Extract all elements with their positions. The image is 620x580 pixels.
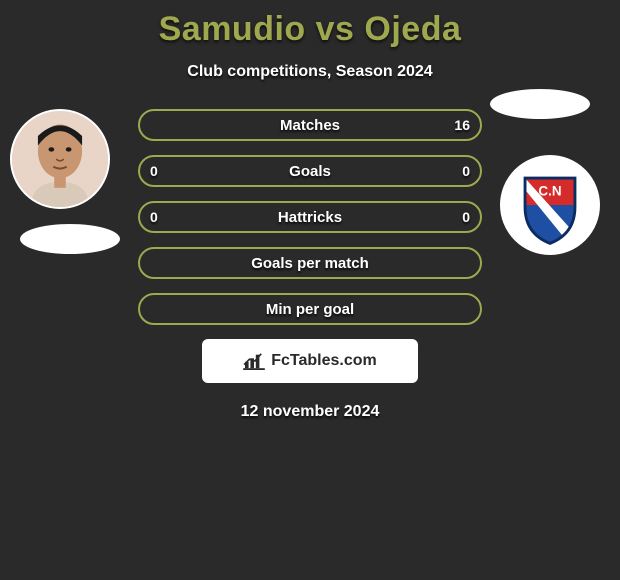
stat-value-right: 0 xyxy=(462,163,470,179)
subtitle: Club competitions, Season 2024 xyxy=(0,63,620,81)
player-face-icon xyxy=(12,111,108,207)
stat-value-left: 0 xyxy=(150,209,158,225)
page-title: Samudio vs Ojeda xyxy=(0,0,620,49)
stat-row-min-per-goal: Min per goal xyxy=(138,293,482,325)
stats-list: Matches 16 0 Goals 0 0 Hattricks 0 Goals… xyxy=(138,109,482,325)
stat-row-hattricks: 0 Hattricks 0 xyxy=(138,201,482,233)
watermark: FcTables.com xyxy=(202,339,418,383)
stat-row-matches: Matches 16 xyxy=(138,109,482,141)
club-shield-icon: C.N xyxy=(502,157,598,253)
stat-value-right: 16 xyxy=(454,117,470,133)
stat-label: Goals per match xyxy=(251,255,369,272)
flag-left xyxy=(20,224,120,254)
watermark-text: FcTables.com xyxy=(271,352,377,370)
avatar-left xyxy=(10,109,110,209)
stat-value-left: 0 xyxy=(150,163,158,179)
stat-label: Matches xyxy=(280,117,340,134)
flag-right xyxy=(490,89,590,119)
stat-value-right: 0 xyxy=(462,209,470,225)
stat-label: Min per goal xyxy=(266,301,354,318)
stat-label: Hattricks xyxy=(278,209,342,226)
date-text: 12 november 2024 xyxy=(0,403,620,421)
stat-row-goals: 0 Goals 0 xyxy=(138,155,482,187)
stat-label: Goals xyxy=(289,163,331,180)
shield-text: C.N xyxy=(538,183,561,198)
bar-chart-icon xyxy=(243,352,265,370)
stat-row-goals-per-match: Goals per match xyxy=(138,247,482,279)
comparison-panel: C.N Matches 16 0 Goals 0 0 Hattricks 0 G… xyxy=(0,109,620,421)
avatar-right: C.N xyxy=(500,155,600,255)
